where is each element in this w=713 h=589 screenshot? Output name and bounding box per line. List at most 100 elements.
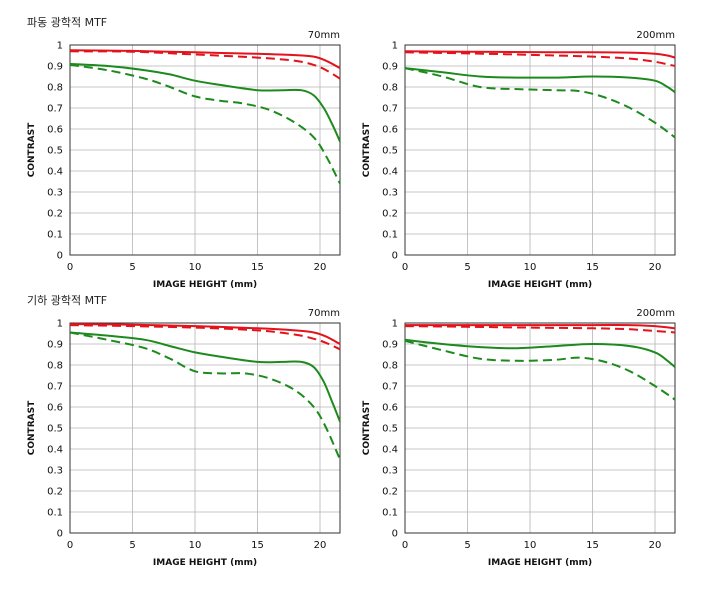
y-tick-label: 0 [392,529,398,540]
x-tick-label: 15 [251,540,264,551]
y-tick-label: 0.6 [382,403,398,414]
y-tick-label: 0.5 [47,424,63,435]
series-red-solid-line [404,50,676,59]
y-tick-label: 0.3 [382,466,398,477]
y-tick-label: 0.9 [382,62,398,73]
x-tick-label: 20 [314,262,327,273]
y-tick-label: 0.5 [47,146,63,157]
series-green-dashed-line [69,63,341,185]
y-tick-label: 0.1 [382,508,398,519]
y-tick-label: 0.5 [382,146,398,157]
y-tick-label: 1 [392,41,398,52]
section-title-wave: 파동 광학적 MTF [27,16,108,29]
y-tick-label: 0.1 [47,230,63,241]
x-axis-label: IMAGE HEIGHT (mm) [153,280,257,290]
y-axis-label: CONTRAST [27,122,37,177]
x-tick-label: 20 [649,540,662,551]
y-tick-label: 0.7 [47,382,63,393]
y-tick-label: 0.4 [47,445,63,456]
x-tick-label: 15 [586,540,599,551]
x-tick-label: 5 [464,262,470,273]
x-tick-label: 0 [402,540,408,551]
focal-length-label: 70mm [308,308,340,319]
series-green-solid-line [404,67,676,94]
focal-length-label: 200mm [636,308,675,319]
y-tick-label: 0 [57,251,63,262]
y-tick-label: 0.3 [382,188,398,199]
y-tick-label: 0.8 [382,361,398,372]
y-axis-label: CONTRAST [362,122,372,177]
y-tick-label: 0.2 [47,209,63,220]
x-tick-label: 5 [129,540,135,551]
series-green-solid-line [69,62,341,142]
y-tick-label: 0.7 [382,382,398,393]
y-tick-label: 0.2 [47,487,63,498]
y-tick-label: 0.7 [47,104,63,115]
plot-frame [69,322,341,534]
y-tick-label: 0.1 [382,230,398,241]
plot-frame [404,44,676,256]
x-axis-label: IMAGE HEIGHT (mm) [488,280,592,290]
x-tick-label: 15 [251,262,264,273]
y-tick-label: 1 [57,41,63,52]
section-title-geometric: 기하 광학적 MTF [27,294,108,307]
series-green-solid-line [404,338,676,368]
y-tick-label: 0.9 [47,340,63,351]
y-tick-label: 1 [57,319,63,330]
y-tick-label: 0.6 [47,403,63,414]
x-tick-label: 10 [524,540,537,551]
series-green-dashed-line [404,67,676,139]
x-tick-label: 5 [129,262,135,273]
y-tick-label: 0.3 [47,188,63,199]
x-tick-label: 0 [402,262,408,273]
y-tick-label: 0.9 [47,62,63,73]
y-tick-label: 0.8 [47,83,63,94]
x-axis-label: IMAGE HEIGHT (mm) [153,558,257,568]
y-tick-label: 1 [392,319,398,330]
mtf-chart-200mm-wave: 00.10.20.30.40.50.60.70.80.910 5 10 15 20200… [362,30,676,290]
mtf-chart-70mm-wave: 00.10.20.30.40.50.60.70.80.910 5 10 15 2070m… [27,30,341,290]
x-tick-label: 20 [314,540,327,551]
x-tick-label: 10 [189,262,202,273]
series-red-dashed-line [404,51,676,67]
y-tick-label: 0.8 [382,83,398,94]
y-tick-label: 0.4 [382,167,398,178]
x-tick-label: 15 [586,262,599,273]
x-tick-label: 10 [189,540,202,551]
mtf-chart-70mm-geometric: 00.10.20.30.40.50.60.70.80.910 5 10 15 2070m… [27,308,341,568]
y-tick-label: 0.6 [382,125,398,136]
series-red-solid-line [69,49,341,69]
y-tick-label: 0.2 [382,487,398,498]
y-tick-label: 0.1 [47,508,63,519]
y-tick-label: 0 [392,251,398,262]
x-tick-label: 20 [649,262,662,273]
series-green-dashed-line [404,339,676,401]
series-red-solid-line [404,324,676,330]
series-green-dashed-line [69,331,341,460]
y-tick-label: 0.7 [382,104,398,115]
y-tick-label: 0.4 [47,167,63,178]
y-tick-label: 0.6 [47,125,63,136]
mtf-chart-200mm-geometric: 00.10.20.30.40.50.60.70.80.910 5 10 15 20200… [362,308,676,568]
series-red-solid-line [69,323,341,345]
y-tick-label: 0.8 [47,361,63,372]
series-red-dashed-line [404,325,676,334]
plot-frame [69,44,341,256]
y-tick-label: 0.5 [382,424,398,435]
plot-frame [404,322,676,534]
y-tick-label: 0.2 [382,209,398,220]
y-tick-label: 0 [57,529,63,540]
series-green-solid-line [69,331,341,423]
series-red-dashed-line [69,324,341,351]
series-red-dashed-line [69,50,341,80]
y-tick-label: 0.4 [382,445,398,456]
x-tick-label: 5 [464,540,470,551]
x-axis-label: IMAGE HEIGHT (mm) [488,558,592,568]
y-tick-label: 0.3 [47,466,63,477]
focal-length-label: 200mm [636,30,675,41]
focal-length-label: 70mm [308,30,340,41]
x-tick-label: 10 [524,262,537,273]
y-axis-label: CONTRAST [362,400,372,455]
x-tick-label: 0 [67,262,73,273]
